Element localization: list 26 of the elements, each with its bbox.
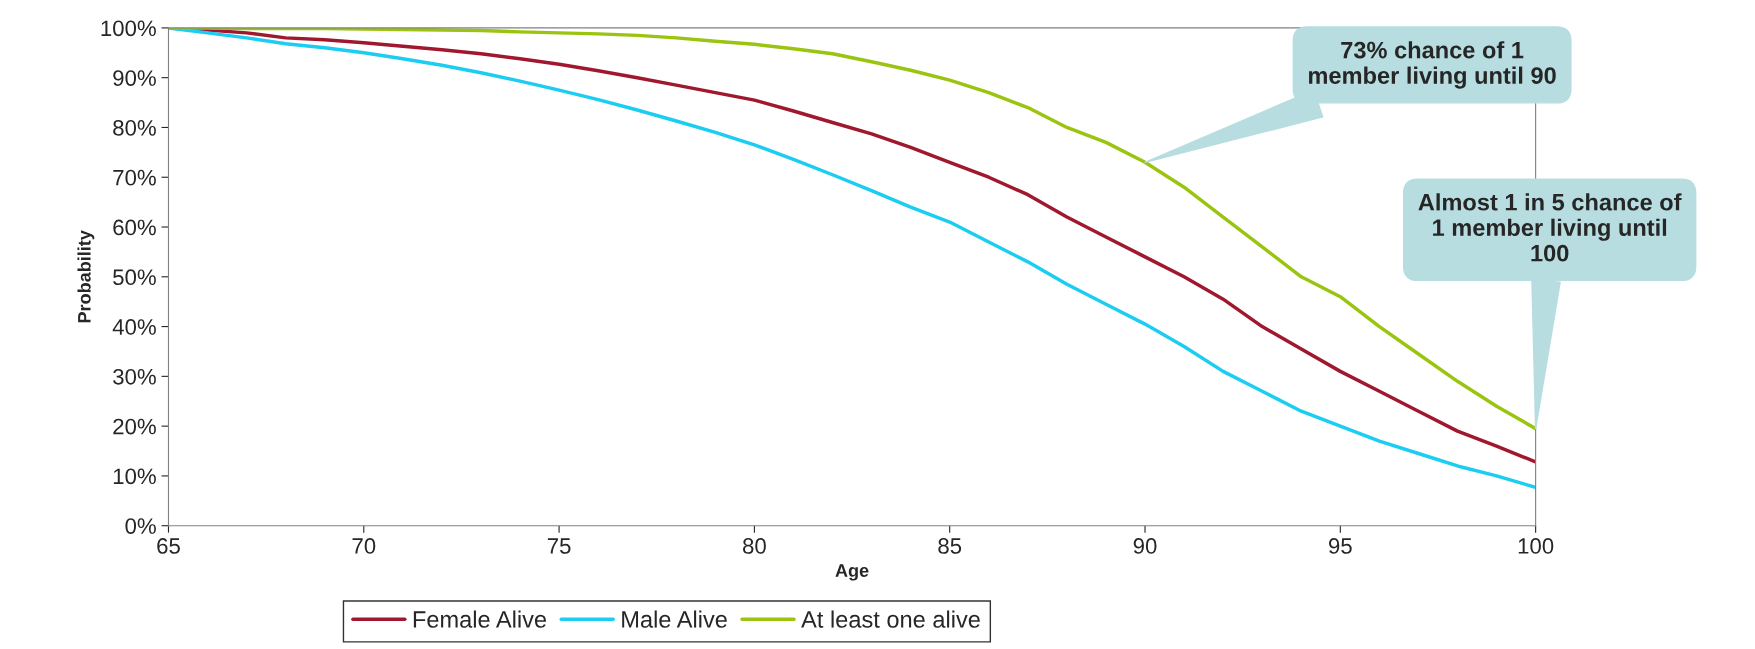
annotation: Almost 1 in 5 chance of 1 member living until 100 (1418, 193, 1682, 262)
legend-label: Female Alive (413, 610, 547, 628)
x-tick-label: 80 (743, 538, 766, 554)
legend-label: At least one alive (801, 610, 980, 628)
y-tick-label: 70% (113, 169, 156, 186)
y-tick-label: 20% (113, 418, 156, 435)
x-tick-label: 90 (1133, 538, 1157, 554)
y-tick-label: 60% (113, 219, 156, 236)
y-tick-label: 40% (112, 319, 156, 335)
x-tick-label: 75 (547, 538, 571, 554)
legend-label: Male Alive (622, 610, 727, 628)
x-tick-label: 70 (352, 538, 376, 554)
y-tick-label: 30% (113, 368, 156, 385)
y-axis-title: Probability (77, 230, 95, 323)
annotation: 73% chance of 1 member living until 90 (1309, 41, 1556, 89)
y-tick-label: 90% (113, 70, 156, 86)
y-tick-label: 80% (113, 120, 156, 136)
x-axis-title: Age (835, 564, 869, 581)
x-tick-label: 85 (938, 538, 962, 554)
x-tick-label: 65 (157, 538, 180, 554)
y-tick-label: 0% (125, 518, 156, 534)
y-tick-label: 100% (101, 20, 156, 37)
x-tick-label: 100 (1518, 538, 1554, 554)
y-tick-label: 10% (113, 468, 156, 485)
y-tick-label: 50% (113, 269, 156, 286)
x-tick-label: 95 (1329, 538, 1352, 554)
